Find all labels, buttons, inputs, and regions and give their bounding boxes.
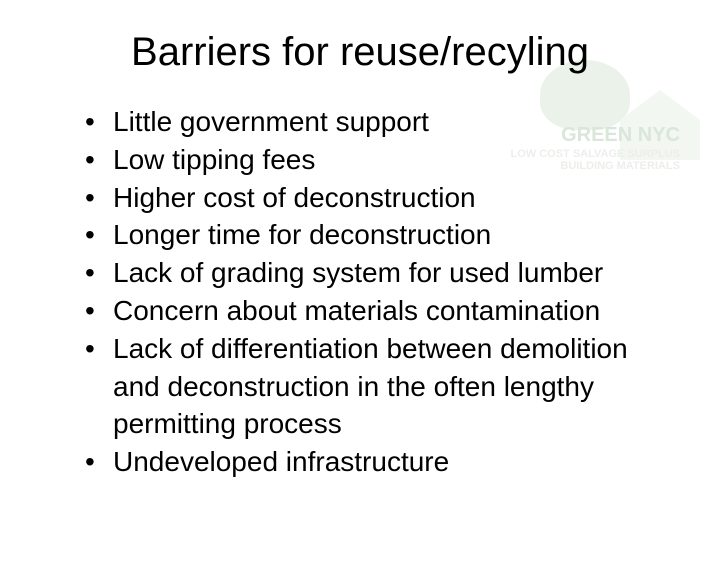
slide-title: Barriers for reuse/recyling (45, 30, 675, 75)
list-item: Longer time for deconstruction (85, 216, 675, 254)
list-item: Lack of grading system for used lumber (85, 254, 675, 292)
list-item: Undeveloped infrastructure (85, 443, 675, 481)
list-item: Higher cost of deconstruction (85, 179, 675, 217)
list-item: Concern about materials contamination (85, 292, 675, 330)
slide-content: Barriers for reuse/recyling Little gover… (0, 0, 720, 481)
list-item: Little government support (85, 103, 675, 141)
list-item: Lack of differentiation between demoliti… (85, 330, 675, 443)
list-item: Low tipping fees (85, 141, 675, 179)
bullet-list: Little government support Low tipping fe… (45, 103, 675, 481)
